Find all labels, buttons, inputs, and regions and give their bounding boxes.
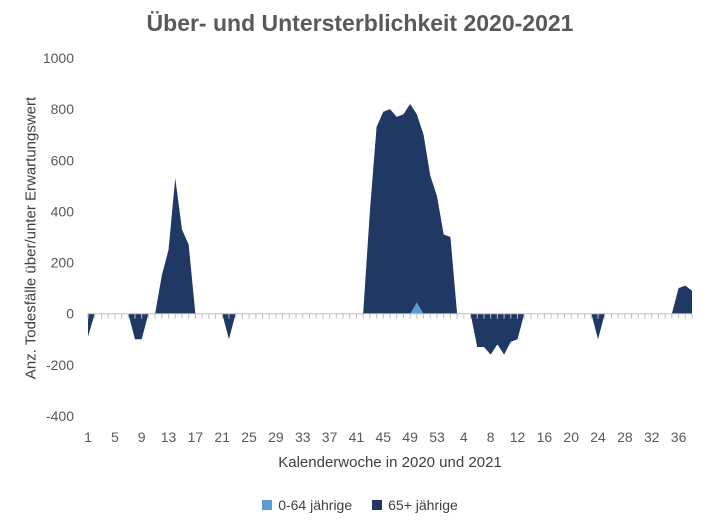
x-tick-label-11: 45 [375,429,391,445]
x-tick-label-17: 16 [537,429,553,445]
x-tick-label-22: 36 [671,429,687,445]
y-tick-label-5: 600 [51,152,75,168]
x-tick-label-4: 17 [188,429,204,445]
legend-item-1: 65+ jährige [372,497,458,513]
x-tick-label-1: 5 [111,429,119,445]
x-tick-label-14: 4 [460,429,468,445]
legend-label-1: 65+ jährige [388,497,458,513]
y-tick-label-7: 1000 [43,50,74,66]
x-tick-label-0: 1 [84,429,92,445]
y-tick-label-6: 800 [51,101,75,117]
x-tick-label-2: 9 [138,429,146,445]
legend: 0-64 jährige 65+ jährige [0,497,720,513]
x-tick-label-8: 33 [295,429,311,445]
series-area-1 [88,104,692,355]
x-tick-label-9: 37 [322,429,338,445]
x-tick-label-20: 28 [617,429,633,445]
x-tick-label-16: 12 [510,429,526,445]
y-tick-label-1: -200 [46,357,74,373]
x-tick-label-15: 8 [487,429,495,445]
y-tick-label-2: 0 [66,306,74,322]
x-tick-label-12: 49 [402,429,418,445]
x-tick-label-10: 41 [349,429,365,445]
x-tick-label-13: 53 [429,429,445,445]
x-tick-label-19: 24 [590,429,606,445]
x-tick-label-3: 13 [161,429,177,445]
x-tick-label-5: 21 [214,429,230,445]
x-tick-label-6: 25 [241,429,257,445]
x-tick-label-18: 20 [563,429,579,445]
legend-label-0: 0-64 jährige [278,497,353,513]
y-tick-label-4: 400 [51,203,75,219]
chart-title: Über- und Untersterblichkeit 2020-2021 [146,10,574,36]
legend-swatch-0 [262,500,273,510]
y-tick-label-0: -400 [46,408,74,424]
x-axis-label: Kalenderwoche in 2020 und 2021 [278,454,502,471]
legend-swatch-1 [372,500,383,510]
legend-item-0: 0-64 jährige [262,497,352,513]
x-tick-label-7: 29 [268,429,284,445]
y-tick-label-3: 200 [51,255,75,271]
x-tick-label-21: 32 [644,429,660,445]
